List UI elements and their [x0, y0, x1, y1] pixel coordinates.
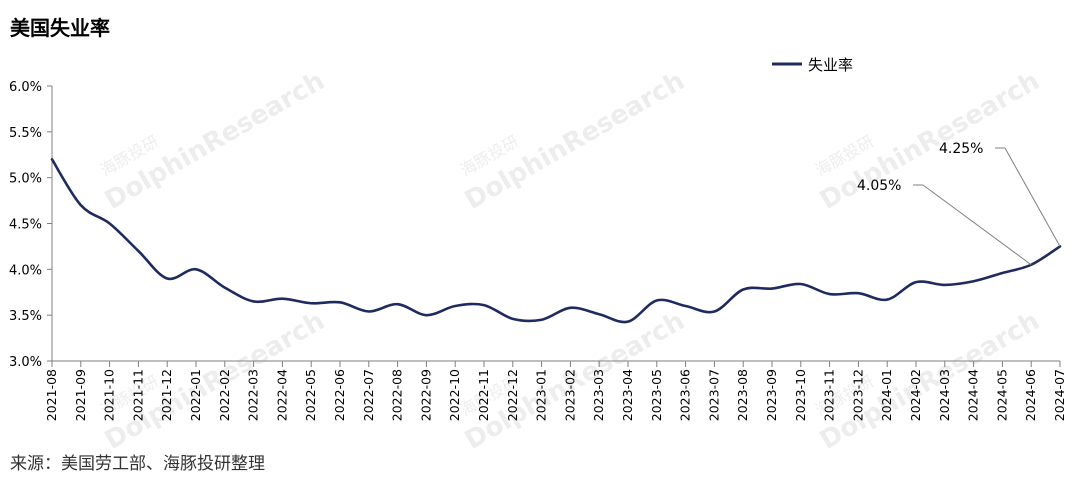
x-tick-label: 2023-04	[620, 369, 635, 421]
x-tick-label: 2021-12	[159, 369, 174, 421]
x-tick-label: 2022-06	[332, 369, 347, 421]
annotation-label: 4.25%	[939, 141, 983, 157]
y-tick-label: 3.0%	[9, 355, 42, 370]
x-tick-label: 2022-11	[476, 369, 491, 421]
source-note: 来源：美国劳工部、海豚投研整理	[10, 454, 265, 474]
y-tick-label: 4.0%	[9, 263, 42, 278]
x-tick-label: 2022-02	[217, 369, 232, 421]
y-tick-label: 5.5%	[9, 126, 42, 141]
annotation-leader	[1004, 147, 1061, 247]
y-tick-label: 5.0%	[9, 172, 42, 187]
x-tick-label: 2022-12	[505, 369, 520, 421]
x-tick-label: 2023-02	[562, 369, 577, 421]
chart-title: 美国失业率	[10, 16, 110, 40]
series-line	[50, 158, 1062, 324]
x-tick-label: 2024-07	[1052, 369, 1067, 421]
x-tick-label: 2024-06	[1023, 369, 1038, 421]
y-tick-label: 3.5%	[9, 309, 42, 324]
x-tick-label: 2023-07	[706, 369, 721, 421]
y-tick-label: 6.0%	[9, 80, 42, 95]
x-tick-label: 2022-09	[418, 369, 433, 421]
x-tick-label: 2023-05	[649, 369, 664, 421]
x-tick-label: 2021-08	[44, 369, 59, 421]
x-tick-label: 2023-10	[793, 369, 808, 421]
x-tick-label: 2023-01	[534, 369, 549, 421]
x-tick-label: 2024-05	[994, 369, 1009, 421]
x-tick-label: 2023-11	[822, 369, 837, 421]
legend-label: 失业率	[808, 56, 853, 74]
annotation-leader	[922, 184, 1032, 266]
x-tick-label: 2022-08	[390, 369, 405, 421]
annotation-label: 4.05%	[857, 178, 901, 194]
x-tick-label: 2023-08	[735, 369, 750, 421]
x-tick-label: 2022-10	[447, 369, 462, 421]
y-tick-label: 4.5%	[9, 218, 42, 233]
x-tick-label: 2022-07	[361, 369, 376, 421]
x-tick-label: 2023-09	[764, 369, 779, 421]
x-tick-label: 2021-09	[73, 369, 88, 421]
x-tick-label: 2021-11	[130, 369, 145, 421]
x-tick-label: 2022-03	[246, 369, 261, 421]
x-tick-label: 2022-05	[303, 369, 318, 421]
x-tick-label: 2021-10	[102, 369, 117, 421]
x-tick-label: 2024-04	[966, 369, 981, 421]
x-tick-label: 2024-01	[879, 369, 894, 421]
x-tick-label: 2024-02	[908, 369, 923, 421]
x-tick-label: 2022-01	[188, 369, 203, 421]
legend: 失业率	[772, 56, 853, 74]
x-tick-label: 2023-06	[678, 369, 693, 421]
x-tick-label: 2022-04	[274, 369, 289, 421]
x-tick-label: 2024-03	[937, 369, 952, 421]
x-tick-label: 2023-03	[591, 369, 606, 421]
x-tick-label: 2023-12	[850, 369, 865, 421]
